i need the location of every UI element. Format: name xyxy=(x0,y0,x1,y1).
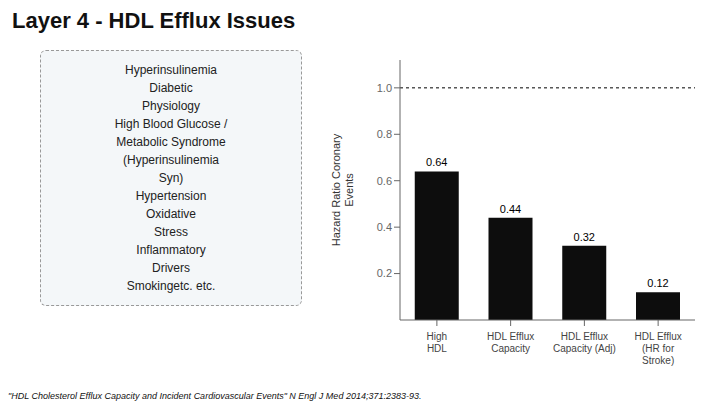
html-text:Smokingetc. etc.: Smokingetc. etc. xyxy=(126,279,216,293)
svg-text:0.44: 0.44 xyxy=(500,203,521,215)
html-text:High Blood Glucose /: High Blood Glucose / xyxy=(114,117,228,131)
svg-text:1.0: 1.0 xyxy=(377,82,392,94)
svg-text:HighHDL: HighHDL xyxy=(427,331,448,354)
svg-text:0.6: 0.6 xyxy=(377,175,392,187)
svg-text:0.2: 0.2 xyxy=(377,267,392,279)
svg-text:HDL EffluxCapacity (Adj): HDL EffluxCapacity (Adj) xyxy=(553,331,616,354)
svg-text:0.4: 0.4 xyxy=(377,221,392,233)
svg-text:Hazard Ratio CoronaryEvents: Hazard Ratio CoronaryEvents xyxy=(330,133,355,246)
html-text:Metabolic Syndrome: Metabolic Syndrome xyxy=(116,135,226,149)
html-text:Hypertension: Hypertension xyxy=(135,189,207,203)
html-text:Hyperinsulinemia: Hyperinsulinemia xyxy=(125,63,217,77)
html-text:Layer 4 - HDL Efflux Issues: Layer 4 - HDL Efflux Issues xyxy=(12,8,296,33)
html-text:Drivers: Drivers xyxy=(152,261,190,275)
svg-text:0.64: 0.64 xyxy=(426,156,447,168)
svg-text:0.12: 0.12 xyxy=(647,277,668,289)
html-text:Syn): Syn) xyxy=(158,171,184,185)
svg-text:HDL Efflux(HR forStroke): HDL Efflux(HR forStroke) xyxy=(635,331,682,366)
html-text:Diabetic: Diabetic xyxy=(149,81,193,95)
svg-text:0.32: 0.32 xyxy=(574,231,595,243)
svg-text:0.8: 0.8 xyxy=(377,128,392,140)
html-text:Oxidative: Oxidative xyxy=(146,207,196,221)
html-text:Physiology: Physiology xyxy=(142,99,200,113)
html-text:(Hyperinsulinemia: (Hyperinsulinemia xyxy=(123,153,219,167)
html-text:"HDL Cholesterol Efflux Capaci: "HDL Cholesterol Efflux Capacity and Inc… xyxy=(8,391,422,401)
svg-text:HDL EffluxCapacity: HDL EffluxCapacity xyxy=(487,331,534,354)
html-text:Inflammatory: Inflammatory xyxy=(136,243,206,257)
html-text:Stress: Stress xyxy=(154,225,188,239)
